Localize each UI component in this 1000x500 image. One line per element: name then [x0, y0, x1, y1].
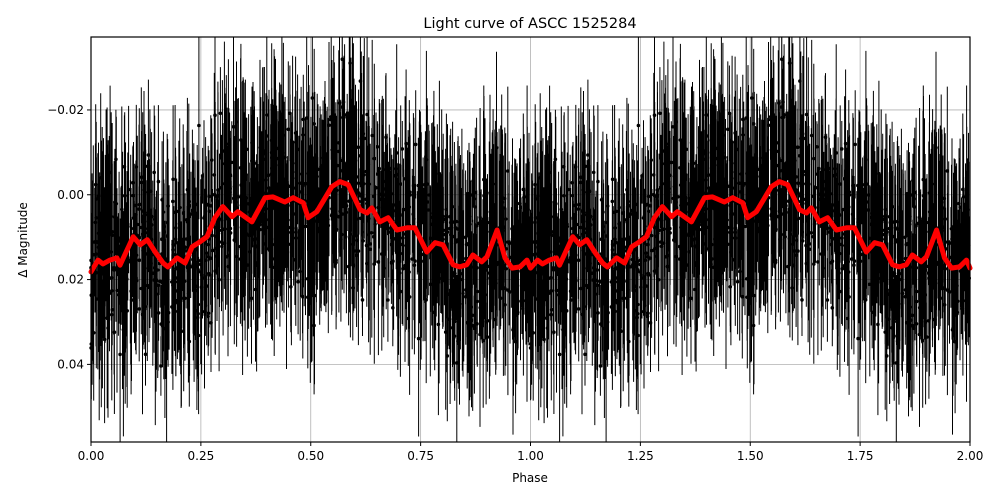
y-tick-label: 0.04: [57, 357, 84, 371]
x-axis-ticks: 0.00 0.25 0.50 0.75 1.00 1.25 1.50 1.75 2.00: [78, 442, 984, 463]
data-points-with-error-bars: [89, 37, 972, 442]
x-tick-label: 1.25: [627, 449, 654, 463]
x-tick-label: 0.25: [188, 449, 215, 463]
plot-area: [88, 36, 973, 443]
x-tick-label: 1.00: [517, 449, 544, 463]
y-tick-label: 0.00: [57, 188, 84, 202]
y-tick-label: 0.02: [57, 273, 84, 287]
y-axis-ticks: −0.02 0.00 0.02 0.04: [47, 103, 91, 371]
x-tick-label: 1.75: [847, 449, 874, 463]
x-tick-label: 2.00: [957, 449, 984, 463]
x-tick-label: 0.50: [297, 449, 324, 463]
x-axis-label: Phase: [512, 471, 548, 485]
y-axis-label: Δ Magnitude: [16, 202, 30, 278]
x-tick-label: 1.50: [737, 449, 764, 463]
smoothed-red-curve: [88, 179, 973, 275]
y-tick-label: −0.02: [47, 103, 84, 117]
chart-title: Light curve of ASCC 1525284: [423, 16, 636, 32]
x-tick-label: 0.75: [407, 449, 434, 463]
x-tick-label: 0.00: [78, 449, 105, 463]
